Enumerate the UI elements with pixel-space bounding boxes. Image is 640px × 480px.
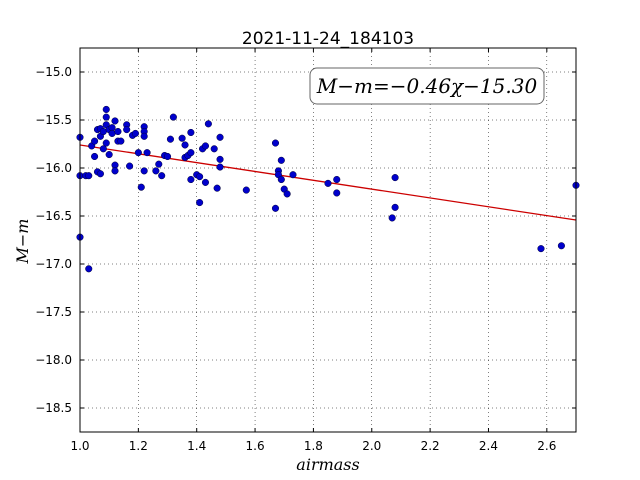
- data-point: [85, 172, 93, 180]
- data-points: [76, 105, 580, 273]
- fit-annotation-box: [309, 67, 545, 105]
- data-point: [181, 141, 189, 149]
- axis-ticks: 1.0 1.2 1.4 1.6 1.8 2.0 2.2 2.4 2.6 −15.0 −15.5 −16…: [35, 48, 576, 453]
- data-point: [391, 203, 399, 211]
- data-point: [152, 167, 160, 175]
- data-point: [102, 139, 110, 147]
- data-point: [242, 186, 250, 194]
- data-point: [333, 189, 341, 197]
- y-tick-label: −18.0: [35, 353, 72, 367]
- data-point: [391, 174, 399, 182]
- data-point: [102, 105, 110, 113]
- data-point: [187, 149, 195, 157]
- y-tick-label: −17.0: [35, 257, 72, 271]
- data-point: [277, 175, 285, 184]
- data-point: [166, 135, 174, 143]
- x-tick-label: 2.4: [479, 439, 498, 453]
- y-axis-label: M−m: [13, 219, 32, 265]
- x-tick-label: 1.4: [187, 439, 206, 453]
- data-point: [143, 149, 151, 157]
- data-point: [96, 170, 104, 178]
- data-point: [196, 173, 204, 181]
- y-tick-label: −15.0: [35, 65, 72, 79]
- data-point: [111, 117, 119, 125]
- data-point: [105, 151, 113, 159]
- data-point: [216, 133, 224, 141]
- data-point: [140, 132, 148, 140]
- data-point: [201, 178, 210, 186]
- data-point: [216, 155, 224, 163]
- y-tick-label: −17.5: [35, 305, 72, 319]
- y-tick-label: −18.5: [35, 401, 72, 415]
- data-point: [324, 179, 332, 187]
- data-point: [187, 128, 195, 137]
- data-point: [131, 129, 139, 137]
- x-tick-label: 2.2: [421, 439, 440, 453]
- data-point: [187, 175, 195, 184]
- plot-frame: [79, 47, 577, 433]
- data-point: [123, 126, 131, 134]
- x-tick-label: 2.0: [362, 439, 381, 453]
- data-point: [91, 137, 99, 145]
- data-point: [85, 265, 93, 273]
- data-point: [210, 145, 218, 153]
- data-point: [537, 245, 545, 253]
- data-point: [169, 113, 177, 121]
- fit-annotation-text: M−m=−0.46χ−15.30: [316, 74, 538, 98]
- data-point: [163, 152, 172, 161]
- data-point: [283, 190, 291, 198]
- data-point: [216, 163, 224, 171]
- x-tick-label: 1.8: [304, 439, 323, 453]
- data-point: [117, 137, 125, 145]
- y-tick-label: −16.0: [35, 161, 72, 175]
- data-point: [201, 142, 210, 150]
- y-tick-label: −16.5: [35, 209, 72, 223]
- data-point: [140, 167, 148, 175]
- x-tick-label: 1.2: [129, 439, 148, 453]
- data-point: [178, 134, 186, 142]
- data-point: [111, 167, 119, 175]
- data-point: [158, 172, 166, 180]
- y-tick-label: −15.5: [35, 113, 72, 127]
- data-point: [271, 204, 280, 212]
- data-point: [204, 120, 212, 128]
- data-point: [277, 156, 285, 164]
- data-point: [134, 149, 142, 157]
- data-point: [114, 127, 122, 136]
- data-point: [137, 183, 145, 191]
- data-point: [388, 214, 396, 222]
- data-point: [333, 175, 341, 184]
- data-point: [271, 139, 280, 147]
- x-tick-label: 1.6: [246, 439, 265, 453]
- data-point: [102, 113, 110, 121]
- chart-title: 2021-11-24_184103: [242, 29, 414, 49]
- data-point: [557, 242, 565, 250]
- data-point: [126, 162, 134, 170]
- x-axis-label: airmass: [296, 455, 359, 474]
- data-point: [196, 199, 204, 207]
- data-point: [289, 171, 297, 179]
- x-tick-label: 1.0: [70, 439, 89, 453]
- x-tick-label: 2.6: [537, 439, 556, 453]
- data-point: [91, 152, 99, 161]
- data-point: [99, 145, 107, 153]
- data-point: [155, 160, 163, 168]
- fit-annotation: M−m=−0.46χ−15.30: [309, 67, 545, 105]
- data-point: [213, 184, 221, 192]
